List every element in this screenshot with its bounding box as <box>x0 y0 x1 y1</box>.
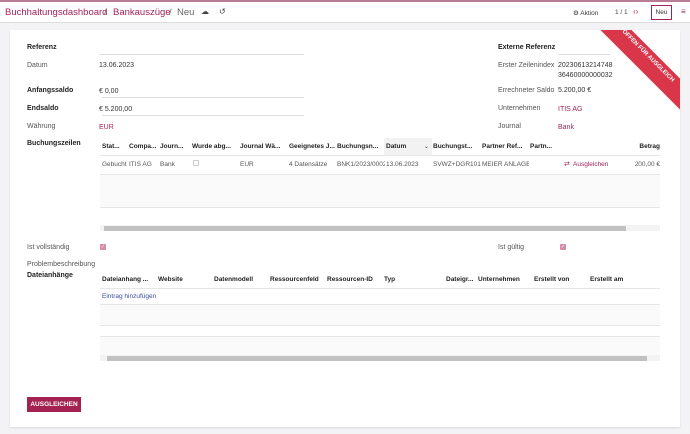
endsaldo-field[interactable]: € 5.200,00 <box>99 106 133 113</box>
table-cell: MEIER ANLAGE <box>482 161 529 168</box>
table-cell: EUR <box>240 161 254 168</box>
empty-row <box>100 304 660 326</box>
anfangssaldo-field[interactable]: € 0,00 <box>99 88 119 95</box>
table-cell: 4 Datensätze <box>289 161 328 168</box>
zeilenindex-label: Erster Zeilenindex <box>498 62 555 69</box>
menu-icon[interactable]: ≡ <box>681 7 686 16</box>
cloud-save-icon[interactable]: ☁ <box>201 7 209 16</box>
chevron-down-icon[interactable]: ⌄ <box>424 144 430 150</box>
vollstaendig-label: Ist vollständig <box>27 244 70 251</box>
column-header[interactable]: Journ... <box>160 143 184 150</box>
table-cell: ITIS AG <box>129 161 152 168</box>
breadcrumb-separator: / <box>104 7 107 18</box>
gueltig-checkbox[interactable]: ✓ <box>560 244 566 250</box>
table-cell: 13.06.2023 <box>386 161 419 168</box>
gear-icon: ⚙ <box>573 10 579 17</box>
add-entry-link[interactable]: Eintrag hinzufügen <box>102 293 157 300</box>
referenz-label: Referenz <box>27 44 57 51</box>
waehrung-label: Währung <box>27 123 56 130</box>
breadcrumb-separator: / <box>169 7 172 18</box>
empty-rows <box>100 174 660 208</box>
endsaldo-label: Endsaldo <box>27 105 59 112</box>
horizontal-scrollbar[interactable] <box>100 225 660 231</box>
column-header[interactable]: Dateigr... <box>446 276 474 283</box>
column-header[interactable]: Compa... <box>129 143 157 150</box>
ext-ref-input[interactable] <box>558 54 610 55</box>
zeilenindex-value-1: 20230613214748 <box>558 62 613 69</box>
errechneter-label: Errechneter Saldo <box>498 87 555 94</box>
action-label: Aktion <box>580 10 599 17</box>
referenz-input[interactable] <box>99 54 304 55</box>
action-button[interactable]: ⚙ Aktion <box>573 9 598 17</box>
table-cell: 200,00 € <box>634 161 660 168</box>
pager-prev-next-icon[interactable]: ‹› <box>633 7 639 16</box>
reconcile-button[interactable]: Ausgleichen <box>573 161 609 168</box>
gueltig-label: Ist gültig <box>498 244 525 251</box>
scrollbar-thumb[interactable] <box>107 355 647 361</box>
datum-field[interactable]: 13.06.2023 <box>99 62 135 69</box>
column-header[interactable]: Wurde abg... <box>192 143 231 150</box>
anhaenge-label: Dateianhänge <box>27 272 73 279</box>
problem-label: Problembeschreibung <box>27 261 96 268</box>
anfangssaldo-label: Anfangssaldo <box>27 87 74 94</box>
column-header[interactable]: Ressourcenfeld <box>270 276 319 283</box>
reconciled-checkbox[interactable] <box>193 160 199 166</box>
buchungszeilen-label: Buchungszeilen <box>27 140 81 147</box>
column-header[interactable]: Geeignetes J... <box>289 143 335 150</box>
scrollbar-thumb[interactable] <box>104 225 626 231</box>
underline <box>102 115 304 116</box>
reconcile-icon: ⇄ <box>564 161 570 168</box>
breadcrumb-bankauszuege[interactable]: Bankauszüge <box>113 7 171 18</box>
column-header[interactable]: Journal Wä... <box>240 143 281 150</box>
divider <box>100 288 660 289</box>
column-header[interactable]: Partn... <box>530 143 553 150</box>
breadcrumb-dashboard[interactable]: Buchhaltungsdashboard <box>5 7 108 18</box>
column-header[interactable]: Datenmodell <box>214 276 254 283</box>
waehrung-field[interactable]: EUR <box>99 124 114 131</box>
column-header[interactable]: Buchungst... <box>433 143 473 150</box>
table-cell: Bank <box>160 161 175 168</box>
column-header[interactable]: Dateianhang ... <box>102 276 149 283</box>
pager: 1 / 1 <box>615 9 628 16</box>
journal-field[interactable]: Bank <box>558 124 574 131</box>
column-header[interactable]: Website <box>158 276 183 283</box>
table-cell: SVWZ+DGR101 <box>433 161 481 168</box>
vollstaendig-checkbox[interactable]: ✓ <box>100 244 106 250</box>
journal-label: Journal <box>498 123 521 130</box>
table-cell: BNK1/2023/0002 <box>337 161 385 168</box>
unternehmen-label: Unternehmen <box>498 105 541 112</box>
column-header[interactable]: Partner Ref... <box>482 143 523 150</box>
discard-icon[interactable]: ↺ <box>219 7 226 16</box>
table-cell: Gebucht <box>102 161 127 168</box>
breadcrumb-current: Neu <box>177 7 195 18</box>
sorted-column-bg <box>384 138 432 155</box>
new-button[interactable]: Neu <box>651 5 672 20</box>
unternehmen-field[interactable]: ITIS AG <box>558 106 583 113</box>
column-header[interactable]: Buchungsn... <box>337 143 379 150</box>
divider <box>100 155 660 156</box>
empty-row <box>100 336 660 356</box>
form-sheet: OFFEN FÜR AUSGLEICH Referenz Datum 13.06… <box>10 30 680 427</box>
datum-label: Datum <box>27 62 48 69</box>
column-header[interactable]: Datum <box>386 143 407 150</box>
column-header[interactable]: Typ <box>384 276 396 283</box>
column-header[interactable]: Erstellt von <box>534 276 570 283</box>
zeilenindex-value-2: 36460000000032 <box>558 72 613 79</box>
column-header[interactable]: Stat... <box>102 143 120 150</box>
top-bar: Buchhaltungsdashboard / Bankauszüge / Ne… <box>0 0 690 23</box>
column-header[interactable]: Unternehmen <box>478 276 520 283</box>
ausgleichen-button[interactable]: AUSGLEICHEN <box>27 397 81 412</box>
ext-ref-label: Externe Referenz <box>498 44 556 51</box>
column-header[interactable]: Ressourcen-ID <box>327 276 373 283</box>
column-header[interactable]: Betrag <box>639 143 660 150</box>
underline <box>102 97 304 98</box>
column-header[interactable]: Erstellt am <box>590 276 624 283</box>
horizontal-scrollbar[interactable] <box>100 355 660 361</box>
errechneter-value: 5.200,00 € <box>558 87 592 94</box>
